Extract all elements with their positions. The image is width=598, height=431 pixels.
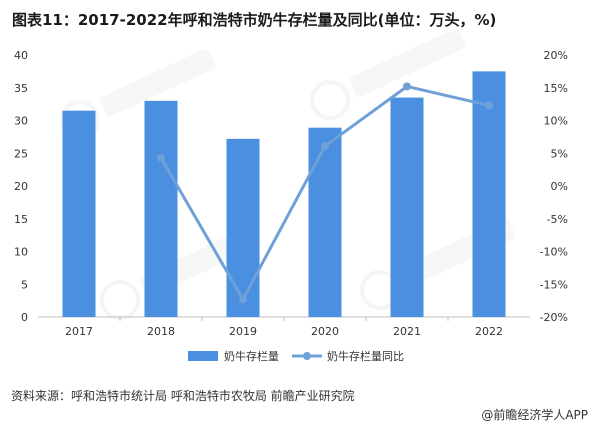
- watermark-logo: [310, 28, 466, 120]
- y-left-tick-label: 25: [14, 147, 28, 160]
- bar: [62, 110, 96, 317]
- y-left-tick-label: 30: [14, 115, 28, 128]
- y-right-tick-label: 15%: [544, 82, 568, 95]
- y-left-tick-label: 20: [14, 180, 28, 193]
- y-right-tick-label: -5%: [547, 213, 568, 226]
- bars-group: [62, 71, 506, 317]
- y-right-tick-label: -15%: [540, 278, 568, 291]
- y-right-tick-label: 0%: [551, 180, 568, 193]
- line-series-group: [157, 82, 493, 304]
- bar: [472, 71, 506, 317]
- y-right-tick-label: 5%: [551, 147, 568, 160]
- y-left-tick-label: 15: [14, 213, 28, 226]
- line-point: [403, 82, 411, 91]
- y-left-tick-label: 35: [14, 82, 28, 95]
- x-tick-label: 2020: [311, 325, 339, 338]
- source-note: 资料来源：呼和浩特市统计局 呼和浩特市农牧局 前瞻产业研究院: [11, 389, 355, 403]
- line-point: [157, 153, 165, 162]
- line-point: [321, 142, 329, 151]
- watermark-group: [60, 28, 516, 320]
- bar: [390, 97, 424, 317]
- bar: [144, 100, 178, 317]
- line-point: [485, 101, 493, 110]
- x-tick-label: 2019: [229, 325, 257, 338]
- brand-credit: @前瞻经济学人APP: [481, 408, 588, 422]
- x-tick-label: 2017: [65, 325, 93, 338]
- legend-line-marker: [303, 352, 311, 360]
- x-tick-label: 2018: [147, 325, 175, 338]
- y-right-tick-label: -10%: [540, 246, 568, 259]
- bar: [226, 138, 260, 317]
- y-right-tick-label: 10%: [544, 115, 568, 128]
- x-tick-label: 2022: [475, 325, 503, 338]
- y-left-tick-label: 0: [21, 311, 28, 324]
- y-right-tick-label: 20%: [544, 49, 568, 62]
- axes-group: 0 5 10 15 20 25 30 35 40 -20% -15% -10% -5% 0% 5% 10% 15…: [14, 49, 568, 338]
- legend-bar-swatch: [188, 351, 218, 361]
- x-tick-label: 2021: [393, 325, 421, 338]
- legend-line-label: 奶牛存栏量同比: [327, 349, 404, 363]
- y-right-tick-label: -20%: [540, 311, 568, 324]
- legend: 奶牛存栏量 奶牛存栏量同比: [188, 349, 404, 363]
- legend-bar-label: 奶牛存栏量: [224, 349, 279, 363]
- chart-svg: 0 5 10 15 20 25 30 35 40 -20% -15% -10% -5% 0% 5% 10% 15…: [14, 28, 568, 363]
- chart-title: 图表11：2017-2022年呼和浩特市奶牛存栏量及同比(单位：万头，%): [12, 11, 497, 29]
- y-left-tick-label: 5: [21, 278, 28, 291]
- y-left-tick-label: 40: [14, 49, 28, 62]
- bar: [308, 127, 342, 317]
- y-left-tick-label: 10: [14, 246, 28, 259]
- line-point: [239, 295, 247, 304]
